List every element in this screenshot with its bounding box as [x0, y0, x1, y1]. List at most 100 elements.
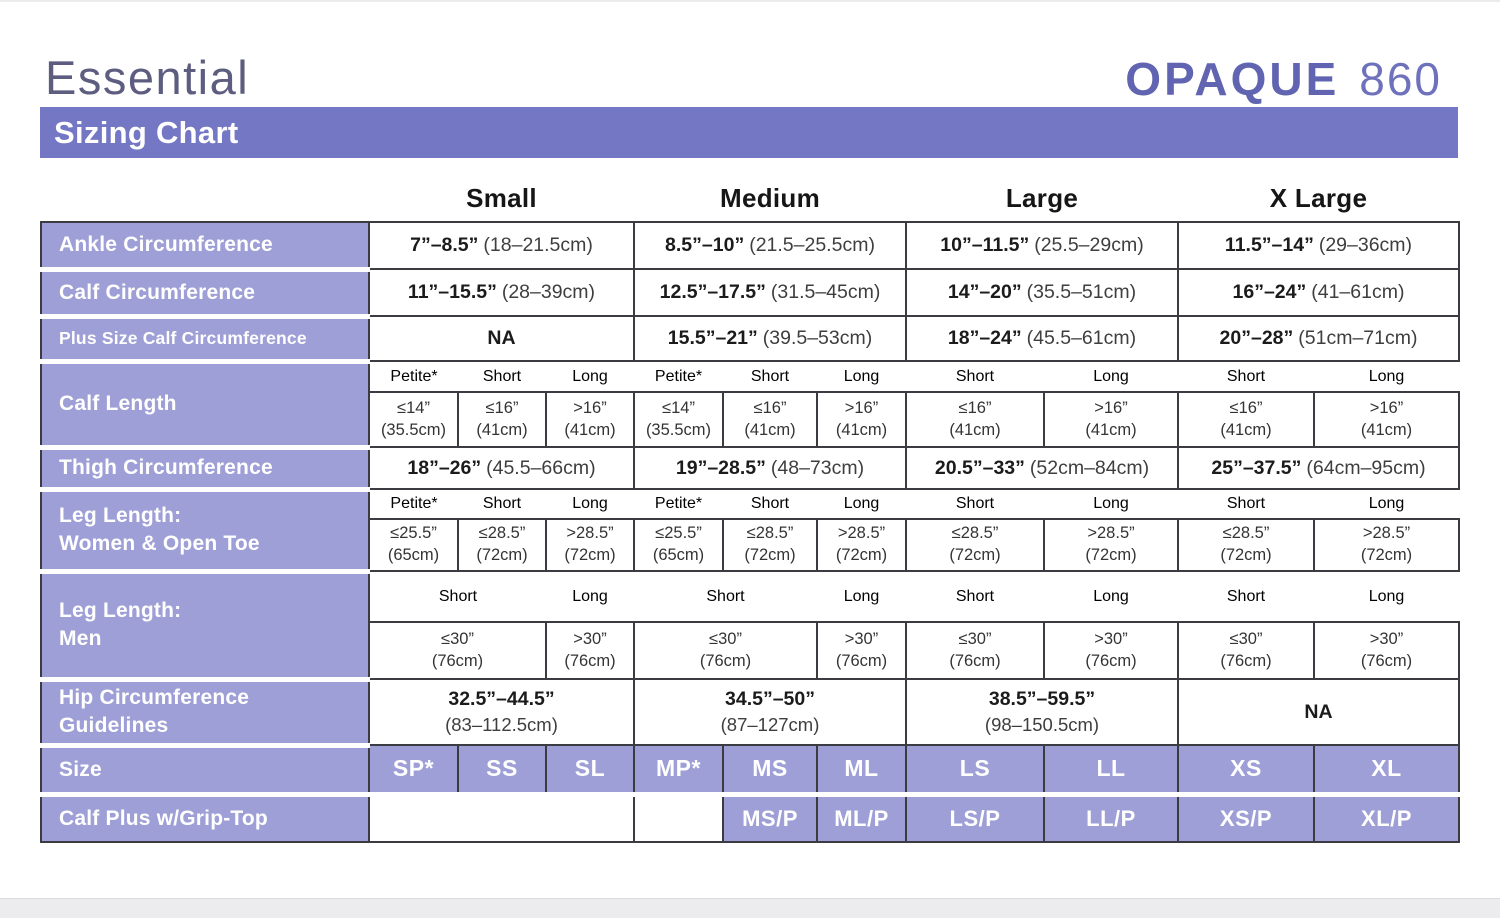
subhead-short: Short [750, 495, 790, 512]
measurement-cm: (41cm) [564, 420, 616, 439]
measurement-in: >30” [844, 629, 879, 648]
page-top-edge [0, 0, 1500, 2]
measurement-cm: (25.5–29cm) [1034, 234, 1144, 256]
cell-hip-small: 32.5”–44.5” (83–112.5cm) [368, 678, 635, 746]
row-leg-men-subheads: Leg Length: Men Short Long Short Long Sh… [40, 568, 1459, 682]
cell-hip-xlarge: NA [1177, 678, 1460, 746]
measurement-in: >30” [573, 629, 607, 648]
measurement-cm: (45.5–66cm) [486, 456, 596, 479]
subhead-long: Long [843, 367, 880, 385]
measurement-cm: (41cm) [476, 420, 528, 439]
measurement-cm: (72cm) [1220, 546, 1272, 564]
calf-plus-empty-small [368, 794, 635, 843]
row-label-line1: Hip Circumference [59, 686, 250, 710]
measurement-in: NA [487, 327, 516, 349]
cell-leg-men: ≤30” (76cm) [368, 621, 547, 680]
brand-name: OPAQUE [1125, 53, 1340, 105]
cell-leg-men: ≤30” (76cm) [905, 621, 1045, 680]
measurement-in: 20”–28” [1219, 327, 1294, 349]
column-header-xlarge: X Large [1178, 175, 1459, 222]
row-size: Size SP* SS SL MP* MS ML LS LL XS XL [40, 742, 1460, 797]
measurement-in: ≤28.5” [951, 524, 999, 543]
cell-calf-length: ≤16” (41cm) [905, 391, 1045, 448]
measurement-cm: (29–36cm) [1318, 234, 1413, 256]
page-bottom-edge [0, 898, 1500, 918]
measurement-cm: (21.5–25.5cm) [749, 234, 875, 256]
measurement-cm: (28–39cm) [501, 281, 596, 303]
measurement-cm: (72cm) [1085, 546, 1137, 564]
measurement-cm: (41–61cm) [1311, 281, 1405, 303]
row-ankle-circumference: Ankle Circumference 7”–8.5” (18–21.5cm) 8… [40, 221, 1460, 272]
measurement-in: 12.5”–17.5” [659, 281, 766, 303]
row-leg-women-subheads: Leg Length: Women & Open Toe Petite* Sho… [40, 486, 1459, 574]
measurement-in: ≤16” [958, 398, 992, 417]
size-code-msp: MS/P [722, 794, 818, 843]
measurement-in: ≤28.5” [1222, 524, 1270, 543]
row-label-line1: Leg Length: [59, 599, 182, 623]
cell-leg-women: ≤28.5” (72cm) [722, 518, 818, 572]
row-label-line1: Leg Length: [59, 504, 182, 528]
cell-plus-calf-medium: 15.5”–21” (39.5–53cm) [633, 315, 907, 362]
subhead-short: Short [1226, 367, 1266, 385]
row-label-thigh: Thigh Circumference [40, 444, 370, 492]
brand-model-number: 860 [1359, 53, 1442, 105]
cell-leg-men: >30” (76cm) [1043, 621, 1179, 680]
subhead-long: Long [572, 367, 608, 385]
size-code-ll: LL [1043, 744, 1179, 797]
measurement-in: 11.5”–14” [1224, 234, 1314, 256]
measurement-in: >16” [1094, 398, 1128, 417]
cell-leg-women: >28.5” (72cm) [816, 518, 907, 572]
size-code-xlp: XL/P [1313, 794, 1460, 843]
measurement-in: >16” [573, 398, 607, 417]
measurement-in: ≤30” [441, 629, 474, 648]
size-code-ls: LS [905, 744, 1045, 797]
product-line-title: Essential [45, 51, 250, 104]
row-calf-plus-grip-top: Calf Plus w/Grip-Top MS/P ML/P LS/P LL/P… [40, 791, 1460, 843]
measurement-cm: (98–150.5cm) [984, 713, 1100, 735]
size-code-xsp: XS/P [1177, 794, 1315, 843]
measurement-in: 14”–20” [947, 281, 1022, 303]
measurement-in: ≤28.5” [746, 524, 794, 543]
cell-hip-medium: 34.5”–50” (87–127cm) [633, 678, 907, 746]
sizing-table-grid: Small Medium Large X Large Ankle Circumf… [40, 175, 1460, 843]
row-label-line2: Women & Open Toe [59, 532, 260, 555]
measurement-in: 19”–28.5” [675, 456, 766, 479]
cell-calf-small: 11”–15.5” (28–39cm) [368, 268, 635, 317]
subhead-petite: Petite* [390, 495, 438, 512]
measurement-cm: (39.5–53cm) [762, 327, 873, 349]
size-code-llp: LL/P [1043, 794, 1179, 843]
row-plus-size-calf: Plus Size Calf Circumference NA 15.5”–21… [40, 313, 1460, 364]
subhead-long: Long [1368, 495, 1405, 512]
measurement-in: ≤14” [397, 398, 430, 417]
size-code-lsp: LS/P [905, 794, 1045, 843]
subhead-long: Long [1368, 587, 1405, 605]
sizing-table: Small Medium Large X Large Ankle Circumf… [40, 175, 1460, 843]
row-label-ankle: Ankle Circumference [40, 221, 370, 272]
calf-plus-empty-mp [633, 794, 724, 843]
subhead-long: Long [843, 495, 880, 512]
row-calf-length-subheads: Calf Length Petite* Short Long Petite* S… [40, 358, 1459, 450]
subhead-short: Short [438, 587, 478, 605]
measurement-cm: (64cm–95cm) [1306, 456, 1426, 479]
measurement-in: >30” [1094, 629, 1128, 648]
subhead-long: Long [1093, 495, 1129, 512]
cell-calf-length: ≤16” (41cm) [1177, 391, 1315, 448]
row-label-line2: Men [59, 627, 102, 650]
size-code-ml: ML [816, 744, 907, 797]
subhead-short: Short [482, 495, 522, 512]
measurement-in: ≤28.5” [478, 524, 526, 543]
measurement-cm: (76cm) [564, 651, 616, 670]
subhead-long: Long [1368, 367, 1405, 385]
subhead-short: Short [750, 367, 790, 385]
measurement-in: 15.5”–21” [667, 327, 758, 349]
measurement-cm: (41cm) [835, 420, 888, 439]
measurement-cm: (41cm) [1220, 420, 1272, 439]
subhead-short: Short [1226, 495, 1266, 512]
size-code-ss: SS [457, 744, 547, 797]
measurement-cm: (72cm) [835, 546, 888, 564]
cell-plus-calf-small: NA [368, 315, 635, 362]
cell-plus-calf-xlarge: 20”–28” (51cm–71cm) [1177, 315, 1460, 362]
row-label-leg-women: Leg Length: Women & Open Toe [40, 486, 370, 574]
column-header-medium: Medium [634, 175, 906, 222]
row-label-size: Size [40, 742, 370, 797]
